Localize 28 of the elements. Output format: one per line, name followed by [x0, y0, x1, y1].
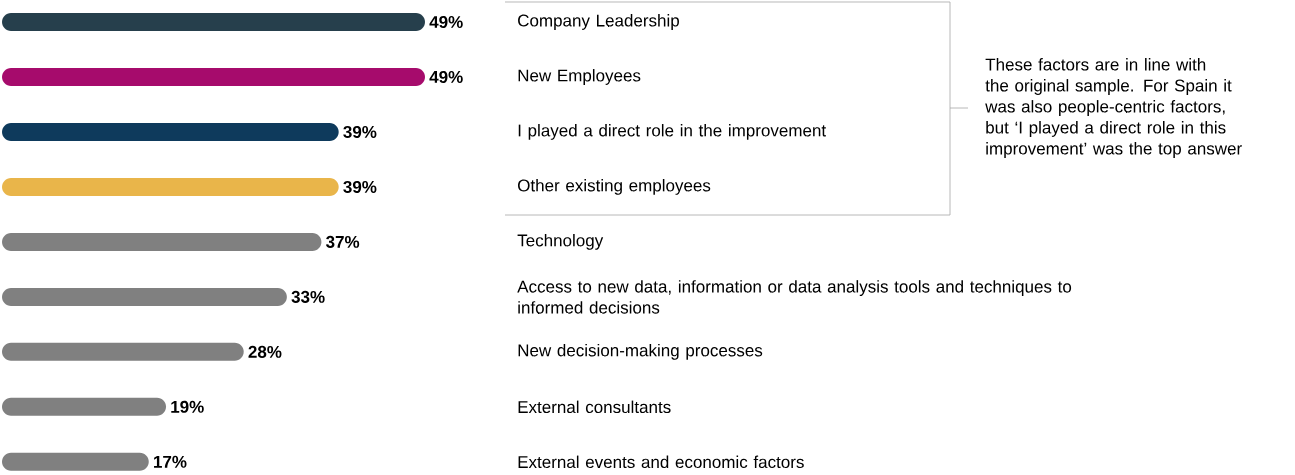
bar: [2, 232, 322, 251]
bar: [2, 452, 149, 471]
data-label: 49%: [429, 15, 463, 29]
bar: [2, 12, 425, 31]
bar: [2, 122, 339, 141]
bar: [2, 67, 425, 86]
data-label: 39%: [343, 125, 377, 138]
y-tick-label: External consultants: [518, 400, 671, 414]
y-tick-label: Company Leadership: [518, 14, 679, 30]
data-label: 17%: [154, 455, 187, 468]
data-label: 37%: [326, 235, 360, 248]
y-tick-label: External events and economic factors: [518, 455, 804, 469]
data-label: 39%: [343, 180, 377, 193]
data-label: 33%: [291, 290, 325, 303]
y-tick-label: Technology: [517, 233, 604, 250]
data-label: 49%: [429, 70, 463, 83]
data-label: 19%: [171, 400, 204, 413]
bar: [2, 177, 339, 196]
y-tick-label: Other existing employees: [518, 179, 711, 195]
bar: [2, 287, 287, 306]
data-label: 28%: [248, 345, 282, 358]
y-tick-label: I played a direct role in the improvement: [518, 124, 826, 140]
text: These factors are in line with the original sample. For Spain it was also people-centric factors, but ‘I played a direct role in this improvement’ was the top answer: [985, 58, 1242, 158]
y-tick-label: New Employees: [518, 69, 641, 85]
y-tick-label: Access to new data, information or data analysis tools and techniques to informed decisions: [517, 280, 1072, 314]
y-tick-label: New decision-making processes: [518, 343, 763, 360]
bar: [2, 397, 167, 416]
bar: [2, 342, 244, 361]
